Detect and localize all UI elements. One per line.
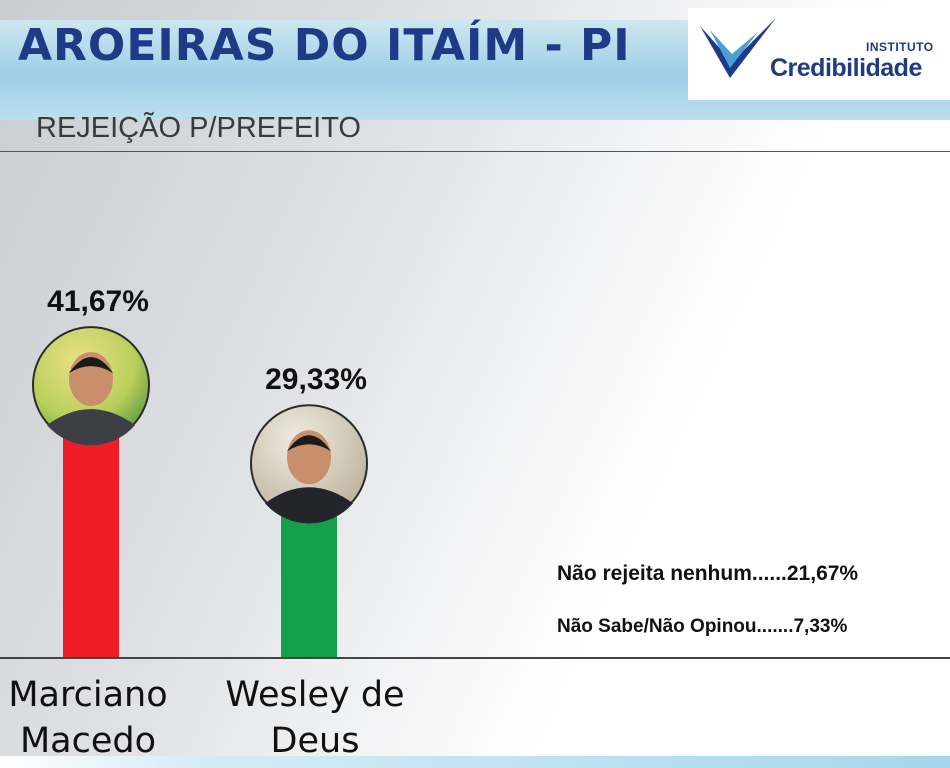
logo-brand-text: Credibilidade	[770, 54, 922, 82]
note-undecided: Não Sabe/Não Opinou.......7,33%	[557, 616, 848, 637]
candidate-name-marciano: Marciano Macedo	[0, 672, 198, 764]
chart-baseline	[0, 657, 950, 659]
chart-subtitle: REJEIÇÃO P/PREFEITO	[36, 112, 361, 144]
candidate-avatar	[250, 404, 368, 524]
top-divider	[0, 151, 950, 152]
note-no-rejection: Não rejeita nenhum......21,67%	[557, 562, 859, 585]
logo: INSTITUTO Credibilidade	[688, 8, 950, 100]
value-label: 29,33%	[265, 363, 367, 396]
candidate-name-line: Macedo	[19, 721, 157, 761]
candidate-name-line: Deus	[270, 721, 360, 761]
checkmark-logo-icon	[700, 18, 776, 78]
value-label: 41,67%	[47, 285, 149, 318]
logo-institute-text: INSTITUTO	[866, 40, 934, 54]
region-title: AROEIRAS DO ITAÍM - PI	[18, 20, 631, 71]
candidate-name-line: Marciano	[8, 675, 168, 715]
candidate-name-line: Wesley de	[225, 675, 405, 715]
candidate-name-wesley: Wesley de Deus	[205, 672, 425, 764]
candidate-avatar	[32, 326, 150, 446]
footer-band	[0, 756, 950, 768]
